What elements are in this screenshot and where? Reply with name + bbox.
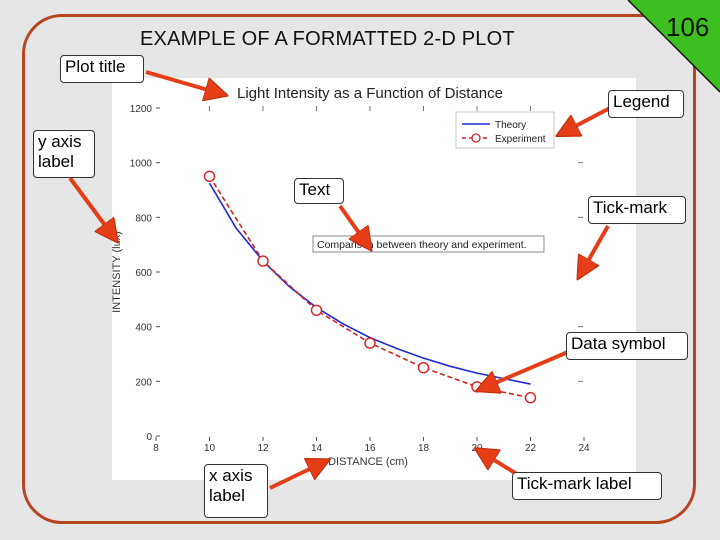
legend-entry: Theory bbox=[495, 120, 526, 131]
callout-text: Text bbox=[294, 178, 344, 204]
data-point bbox=[257, 255, 269, 267]
arrow-to-data-symbol bbox=[488, 350, 569, 386]
legend: Theory Experiment bbox=[455, 111, 555, 149]
data-point bbox=[417, 361, 430, 374]
data-point bbox=[203, 170, 216, 183]
arrow-to-tick-mark bbox=[584, 225, 610, 268]
callout-legend: Legend bbox=[608, 90, 684, 118]
y-tick-label: 200 bbox=[135, 377, 152, 388]
x-tick-label: 20 bbox=[471, 443, 483, 454]
arrow-to-y-axis-label bbox=[68, 176, 110, 232]
data-point bbox=[524, 392, 537, 404]
callout-data-symbol: Data symbol bbox=[566, 332, 688, 360]
y-tick-label: 1200 bbox=[130, 104, 153, 115]
series-line-0 bbox=[208, 182, 531, 385]
x-tick-label: 16 bbox=[364, 443, 376, 454]
x-tick-label: 18 bbox=[418, 443, 430, 454]
data-point bbox=[310, 304, 323, 316]
callout-plot-title: Plot title bbox=[60, 55, 144, 83]
callout-x-axis-label: x axis label bbox=[204, 464, 268, 518]
y-tick-label: 800 bbox=[135, 213, 152, 224]
legend-marker bbox=[471, 133, 481, 143]
x-tick-label: 10 bbox=[204, 443, 216, 454]
series-layer bbox=[203, 170, 537, 404]
y-tick-label: 400 bbox=[135, 323, 152, 334]
callout-tick-mark-label: Tick-mark label bbox=[512, 472, 662, 500]
x-tick-label: 24 bbox=[578, 443, 590, 454]
y-tick-label: 600 bbox=[135, 268, 152, 279]
x-tick-label: 14 bbox=[311, 443, 323, 454]
annotation-text: Comparison between theory and experiment… bbox=[317, 239, 527, 251]
legend-box bbox=[455, 111, 555, 149]
x-axis-label: DISTANCE (cm) bbox=[328, 456, 408, 468]
legend-entry: Experiment bbox=[495, 134, 546, 145]
arrow-to-plot-title bbox=[145, 70, 215, 92]
callout-arrows bbox=[68, 70, 611, 490]
y-axis-label: INTENSITY (lux) bbox=[111, 231, 123, 313]
x-tick-label: 8 bbox=[153, 443, 159, 454]
arrow-to-text bbox=[338, 204, 364, 240]
y-tick-label: 1000 bbox=[130, 159, 153, 170]
data-point bbox=[364, 337, 376, 349]
slide-number: 106 bbox=[666, 12, 710, 42]
callout-y-axis-label: y axis label bbox=[33, 130, 95, 178]
arrow-to-x-axis-label bbox=[269, 465, 318, 490]
chart-title: Light Intensity as a Function of Distanc… bbox=[237, 85, 503, 102]
y-tick-label: 0 bbox=[146, 432, 152, 443]
x-tick-label: 12 bbox=[257, 443, 269, 454]
x-tick-label: 22 bbox=[525, 443, 537, 454]
slide-title: EXAMPLE OF A FORMATTED 2-D PLOT bbox=[140, 28, 515, 50]
callout-tick-mark: Tick-mark bbox=[588, 196, 686, 224]
slide-frame bbox=[22, 14, 696, 524]
arrow-to-legend bbox=[568, 106, 611, 130]
data-point bbox=[471, 381, 483, 393]
series-line-1 bbox=[208, 175, 531, 399]
